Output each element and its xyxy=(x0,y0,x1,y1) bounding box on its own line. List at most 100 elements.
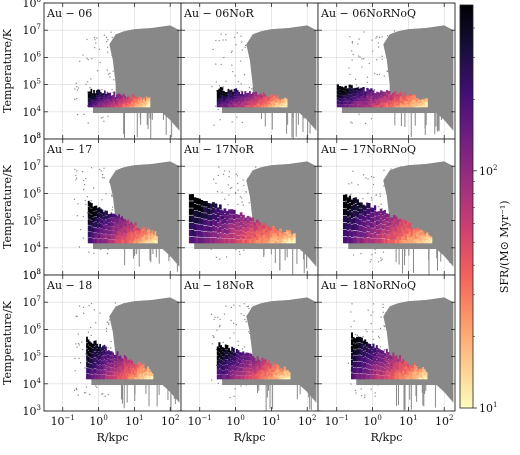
gas-point xyxy=(120,168,122,170)
sf-gas-cell xyxy=(244,225,248,229)
gas-point xyxy=(216,364,218,366)
sf-gas-cell xyxy=(207,220,211,226)
sf-gas-cell xyxy=(425,375,428,377)
sf-gas-cell xyxy=(245,352,248,357)
gas-point xyxy=(224,198,226,200)
gas-point xyxy=(280,61,282,63)
sf-gas-cell xyxy=(119,239,122,244)
sf-gas-cell xyxy=(370,238,373,244)
sf-gas-cell xyxy=(356,212,359,218)
sf-gas-cell xyxy=(114,101,117,103)
sf-gas-cell xyxy=(102,345,104,351)
sf-gas-cell xyxy=(137,100,140,102)
sf-gas-cell xyxy=(380,354,383,359)
sf-gas-cell xyxy=(87,351,90,357)
sf-gas-cell xyxy=(256,101,259,104)
sf-gas-cell xyxy=(124,236,126,240)
sf-gas-cell xyxy=(358,202,361,208)
sf-gas-cell xyxy=(102,103,105,106)
sf-gas-cell xyxy=(219,92,222,96)
sf-gas-cell xyxy=(348,237,352,244)
sf-gas-cell xyxy=(124,239,126,244)
gas-point xyxy=(288,55,290,57)
gas-point xyxy=(305,45,307,47)
gas-point xyxy=(422,43,424,45)
sf-gas-cell xyxy=(86,336,88,343)
sf-gas-cell xyxy=(281,101,283,103)
sf-gas-cell xyxy=(200,225,204,231)
gas-point xyxy=(237,203,239,205)
gas-point xyxy=(251,59,253,61)
sf-gas-cell xyxy=(188,208,192,215)
sf-gas-cell xyxy=(388,95,391,99)
gas-point xyxy=(310,316,312,318)
sf-gas-cell xyxy=(264,105,267,108)
sf-gas-cell xyxy=(379,353,382,358)
gas-point xyxy=(432,69,435,71)
sf-gas-cell xyxy=(410,238,413,242)
sf-gas-cell xyxy=(125,105,128,108)
sf-gas-cell xyxy=(94,357,97,363)
sf-gas-cell xyxy=(237,231,241,235)
sf-gas-cell xyxy=(242,227,245,232)
sf-gas-cell xyxy=(230,89,233,93)
gas-point xyxy=(364,396,366,398)
gas-point xyxy=(223,313,225,315)
sf-gas-cell xyxy=(127,104,129,106)
sf-gas-cell xyxy=(416,234,419,237)
sf-gas-cell xyxy=(290,235,294,237)
sf-gas-cell xyxy=(99,359,101,365)
sf-gas-cell xyxy=(282,372,285,375)
sf-gas-cell xyxy=(343,208,346,216)
sf-gas-cell xyxy=(283,233,287,236)
sf-gas-cell xyxy=(410,234,413,237)
y-axis-label: Temperature/K xyxy=(1,300,14,385)
sf-gas-cell xyxy=(402,376,405,380)
gas-point xyxy=(418,303,420,305)
sf-gas-cell xyxy=(344,92,347,95)
sf-gas-cell xyxy=(207,214,211,221)
sf-gas-cell xyxy=(121,224,123,228)
sf-gas-cell xyxy=(250,101,253,104)
x-tick-label: 102 xyxy=(298,414,316,428)
gas-point xyxy=(372,311,374,313)
gas-point xyxy=(168,220,170,222)
sf-gas-cell xyxy=(269,228,273,231)
sf-gas-cell xyxy=(233,102,236,105)
gas-point xyxy=(299,308,302,310)
sf-gas-cell xyxy=(220,350,222,355)
sf-gas-cell xyxy=(272,369,275,372)
gas-point xyxy=(144,57,146,59)
gas-point xyxy=(243,184,245,187)
sf-gas-cell xyxy=(410,375,413,378)
sf-gas-cell xyxy=(265,100,268,103)
gas-point xyxy=(383,185,385,187)
gas-point xyxy=(237,383,239,385)
sf-gas-cell xyxy=(142,365,145,368)
sf-gas-cell xyxy=(374,375,377,380)
sf-gas-cell xyxy=(425,377,428,379)
sf-gas-cell xyxy=(269,238,273,242)
sf-gas-cell xyxy=(282,102,285,104)
gas-point xyxy=(85,203,87,206)
sf-gas-cell xyxy=(112,222,114,227)
gas-point xyxy=(118,44,120,47)
sf-gas-cell xyxy=(112,103,114,106)
sf-gas-cell xyxy=(385,213,388,218)
sf-gas-cell xyxy=(224,364,227,370)
gas-point xyxy=(85,386,88,388)
gas-point xyxy=(375,37,377,39)
sf-gas-cell xyxy=(418,229,421,232)
gas-point xyxy=(267,214,269,216)
sf-gas-cell xyxy=(412,239,415,242)
gas-point xyxy=(433,314,435,316)
gas-point xyxy=(395,66,397,68)
sf-gas-cell xyxy=(284,104,286,106)
sf-gas-cell xyxy=(122,239,125,244)
sf-gas-cell xyxy=(130,227,133,231)
gas-point xyxy=(225,80,227,82)
sf-gas-cell xyxy=(274,371,277,374)
gas-point xyxy=(144,88,146,90)
gas-point xyxy=(167,180,169,182)
gas-point xyxy=(107,347,109,349)
